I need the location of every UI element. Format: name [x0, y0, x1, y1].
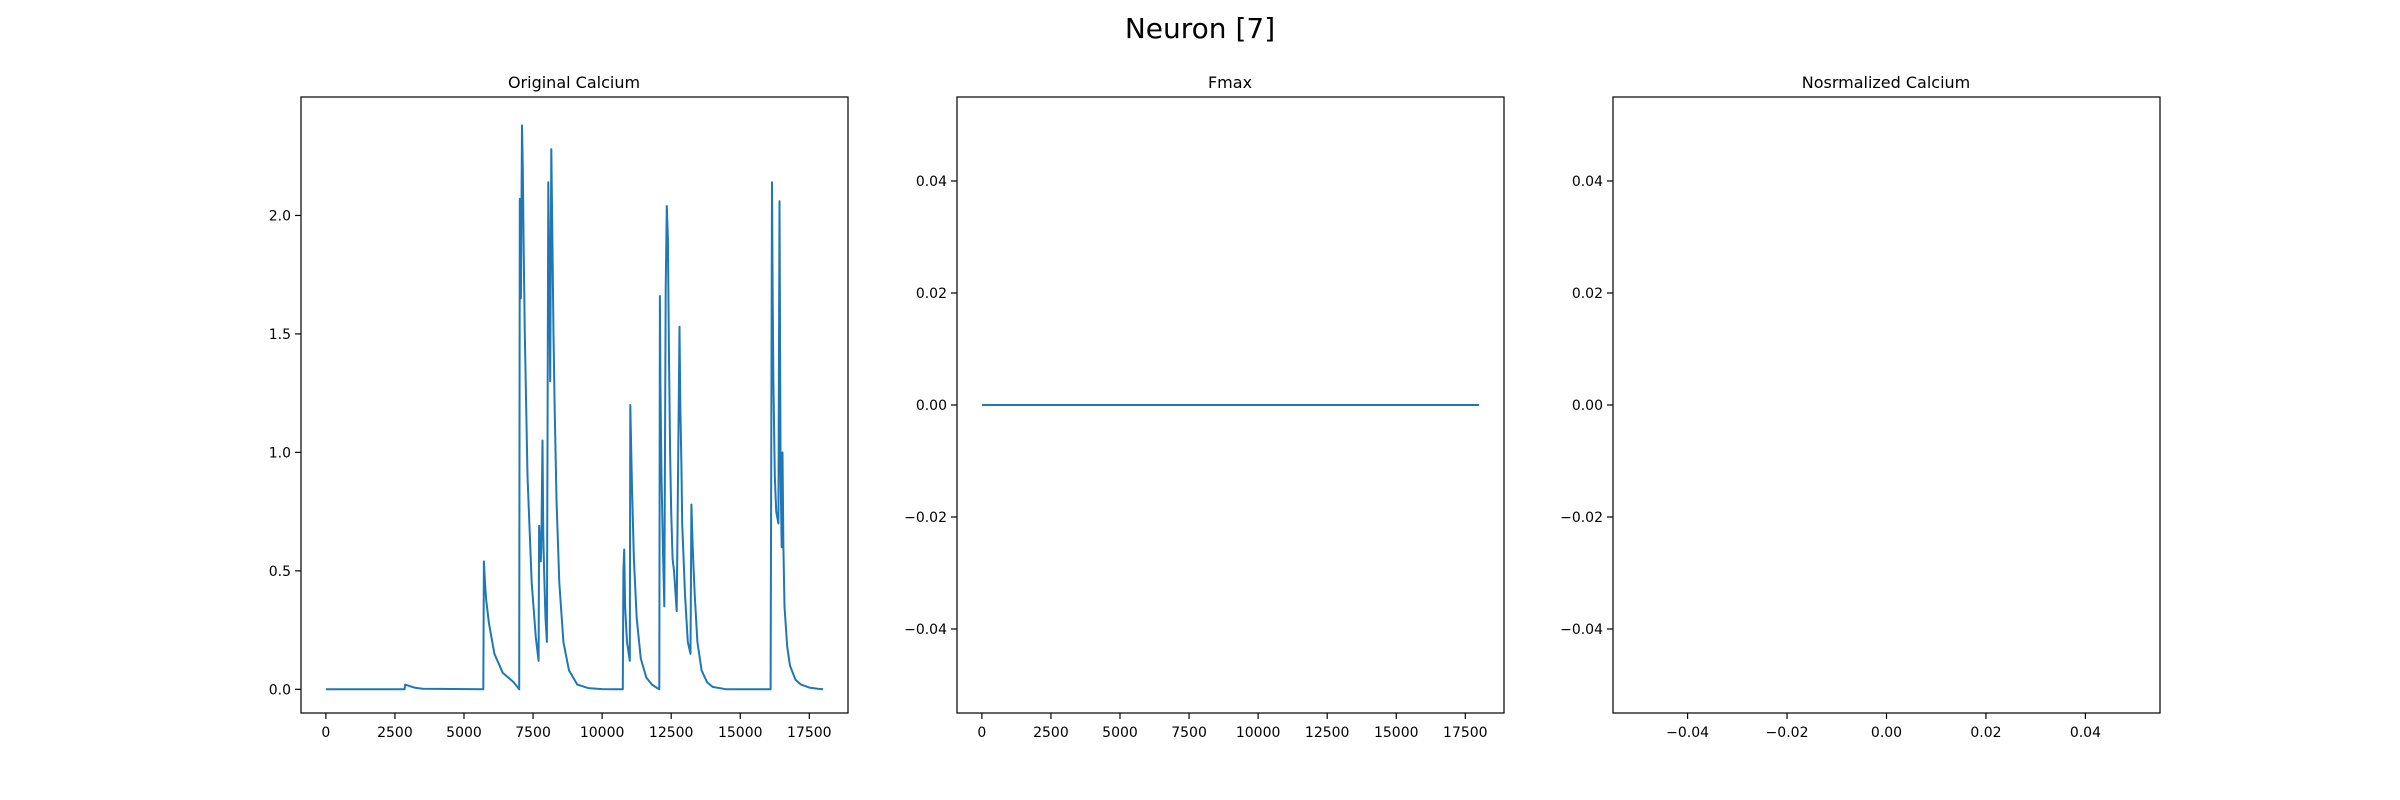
x-tick-label: 0	[977, 725, 986, 741]
panel-fmax: Fmax 0 2500 5000 7500 10000 12500 15000 17500 −0…	[904, 73, 1505, 741]
plot-area: 0 2500 5000 7500 10000 12500 15000 17500 −0.04 −0…	[904, 96, 1505, 741]
x-tick-label: 0	[321, 725, 330, 741]
y-tick-label: 0.0	[269, 682, 291, 698]
y-tick-label: −0.02	[904, 510, 947, 526]
y-tick-label: 1.0	[269, 445, 291, 461]
y-tick-label: −0.04	[1560, 622, 1603, 638]
axes-frame	[300, 96, 849, 714]
x-tick-label: 7500	[1171, 725, 1207, 741]
x-tick-label: 5000	[446, 725, 482, 741]
x-tick-label: 12500	[1305, 725, 1350, 741]
y-tick-label: 1.5	[269, 327, 291, 343]
x-tick-label: 5000	[1102, 725, 1138, 741]
panel-original-calcium: Original Calcium 0 2500 5000 7500 10000 12500…	[269, 73, 849, 741]
panel-title: Original Calcium	[508, 73, 640, 92]
plot-area: 0 2500 5000 7500 10000 12500 15000 17500 0.0 0.5 1…	[269, 96, 849, 741]
plot-area: −0.04 −0.02 0.00 0.02 0.04 −0.04 −0.02 0.00 0.02…	[1560, 96, 2161, 741]
x-tick-label: −0.02	[1766, 725, 1809, 741]
x-tick-label: 15000	[1374, 725, 1419, 741]
y-tick-label: 0.02	[1572, 286, 1603, 302]
x-tick-label: 7500	[515, 725, 551, 741]
panel-title: Nosrmalized Calcium	[1802, 73, 1971, 92]
x-tick-label: 17500	[1443, 725, 1488, 741]
y-tick-label: −0.04	[904, 622, 947, 638]
x-tick-label: 2500	[377, 725, 413, 741]
x-tick-label: 15000	[718, 725, 763, 741]
y-tick-label: −0.02	[1560, 510, 1603, 526]
x-tick-label: 17500	[787, 725, 832, 741]
series-line	[325, 124, 824, 691]
y-tick-label: 2.0	[269, 208, 291, 224]
axes-frame	[1612, 96, 2161, 714]
y-tick-label: 0.02	[916, 286, 947, 302]
panel-title: Fmax	[1208, 73, 1252, 92]
y-tick-label: 0.00	[1572, 398, 1603, 414]
y-tick-label: 0.5	[269, 564, 291, 580]
x-tick-label: 10000	[580, 725, 625, 741]
y-tick-label: 0.04	[1572, 174, 1603, 190]
y-tick-label: 0.00	[916, 398, 947, 414]
x-tick-label: 2500	[1033, 725, 1069, 741]
figure-title: Neuron [7]	[1125, 12, 1275, 45]
x-tick-label: 0.00	[1871, 725, 1902, 741]
x-tick-label: −0.04	[1666, 725, 1709, 741]
panel-normalized-calcium: Nosrmalized Calcium −0.04 −0.02 0.00 0.02 0.…	[1560, 73, 2161, 741]
x-tick-label: 12500	[649, 725, 694, 741]
x-tick-label: 0.02	[1970, 725, 2001, 741]
x-tick-label: 0.04	[2070, 725, 2101, 741]
y-tick-label: 0.04	[916, 174, 947, 190]
x-tick-label: 10000	[1236, 725, 1281, 741]
